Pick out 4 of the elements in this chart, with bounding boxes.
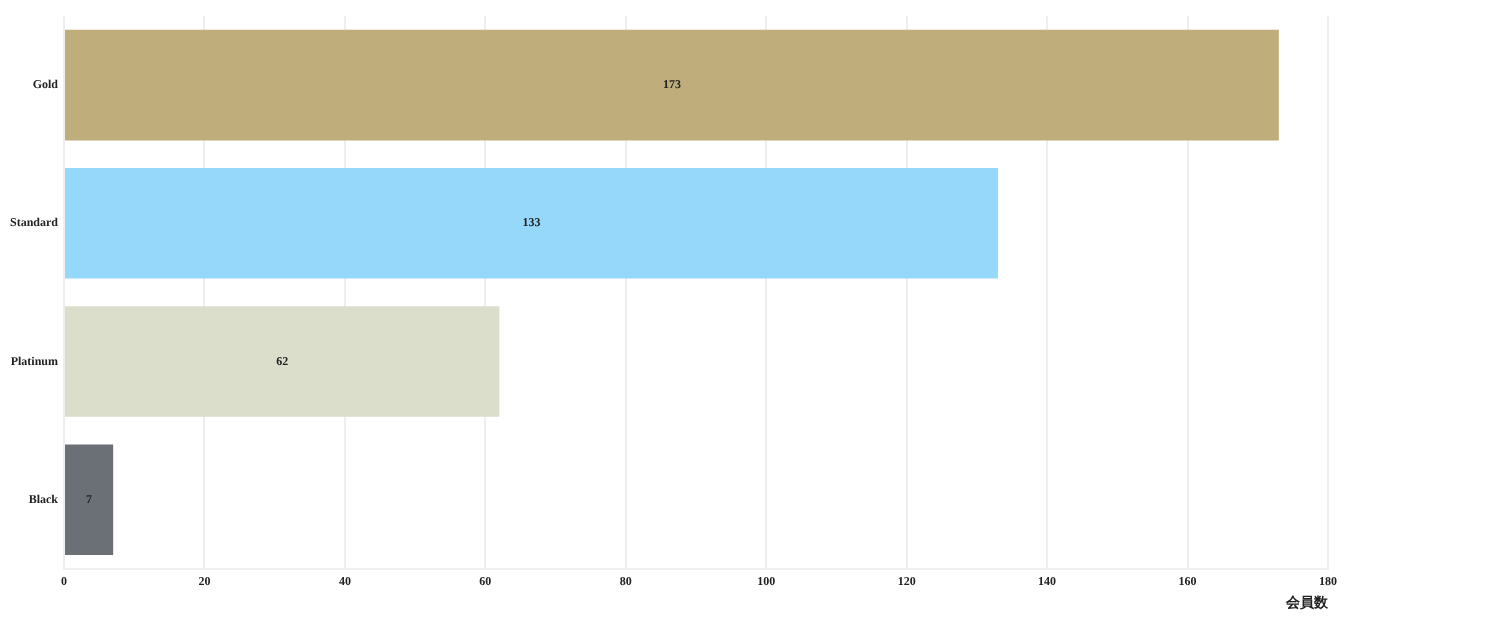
bar [65, 306, 500, 417]
bar [65, 168, 998, 279]
bar [65, 29, 1279, 141]
bar [65, 444, 114, 555]
